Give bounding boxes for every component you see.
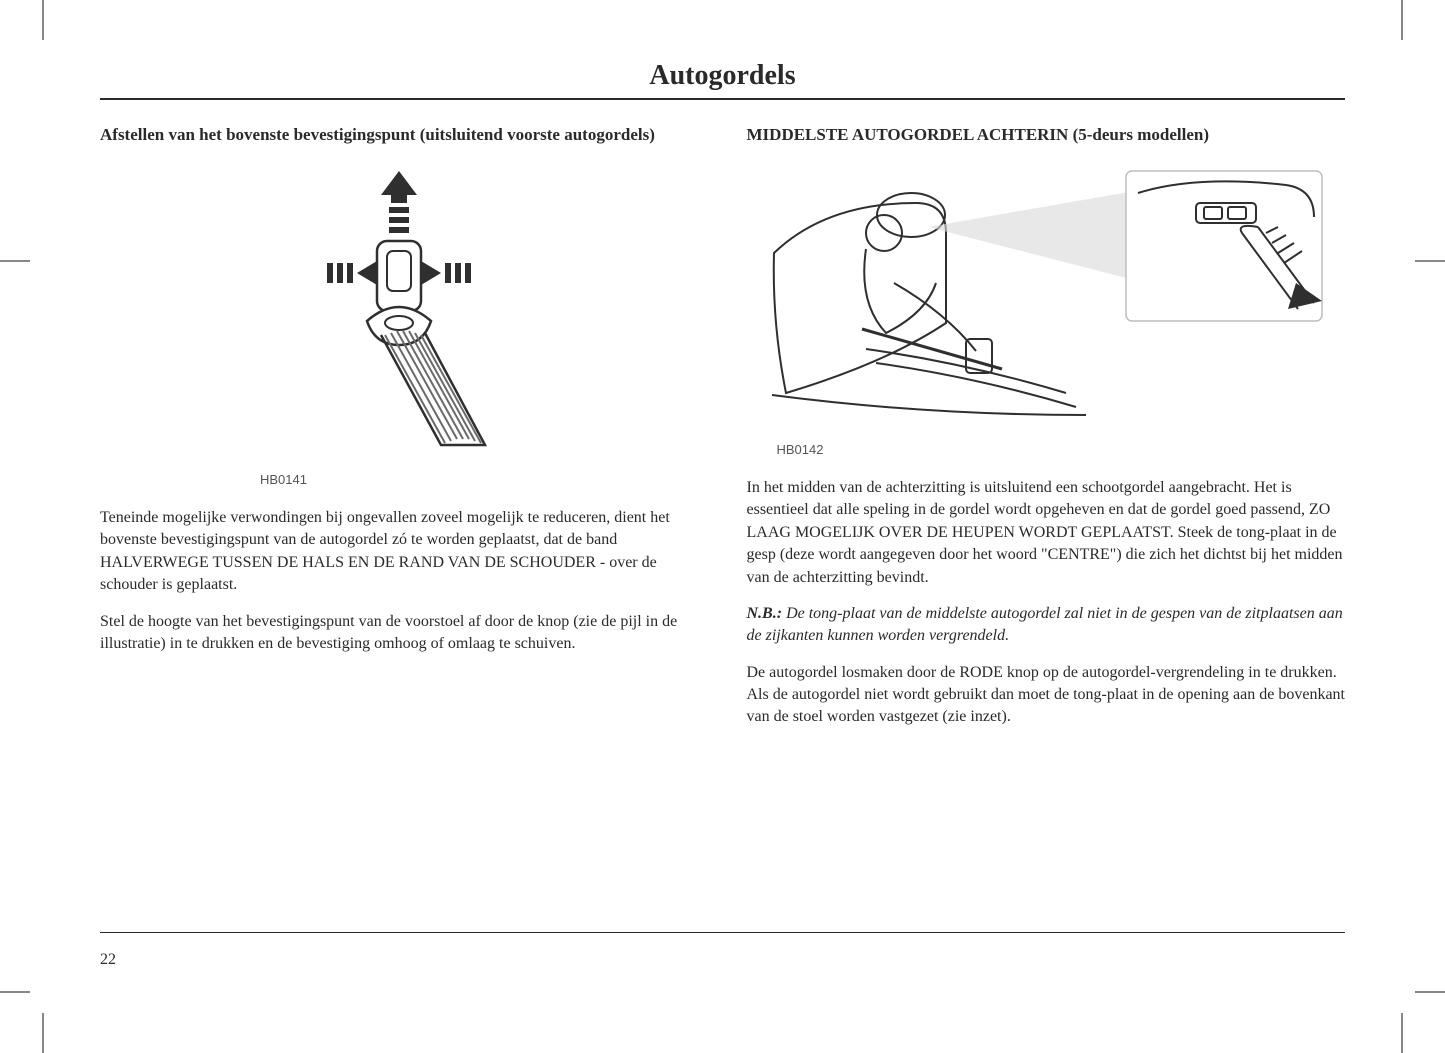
right-subhead: MIDDELSTE AUTOGORDEL ACHTERIN (5-deurs m… xyxy=(747,124,1346,147)
crop-mark xyxy=(1415,991,1445,993)
bottom-rule xyxy=(100,932,1345,933)
figure-caption: HB0142 xyxy=(777,442,1346,457)
left-subhead: Afstellen van het bovenste bevestigingsp… xyxy=(100,124,699,147)
right-para-3: De autogordel losmaken door de RODE knop… xyxy=(747,662,1346,729)
crop-mark xyxy=(42,1013,44,1053)
page: Autogordels Afstellen van het bovenste b… xyxy=(100,60,1345,993)
page-number: 22 xyxy=(100,951,116,969)
belt-adjuster-illustration xyxy=(249,163,549,463)
left-para-1: Teneinde mogelijke verwondingen bij onge… xyxy=(100,507,699,597)
columns: Afstellen van het bovenste bevestigingsp… xyxy=(100,124,1345,743)
rear-lapbelt-illustration xyxy=(766,163,1326,433)
crop-mark xyxy=(1401,0,1403,40)
nb-label: N.B.: xyxy=(747,605,783,622)
crop-mark xyxy=(1415,260,1445,262)
nb-body: De tong-plaat van de middelste autogorde… xyxy=(747,605,1343,644)
crop-mark xyxy=(0,991,30,993)
figure-caption: HB0141 xyxy=(260,472,699,487)
right-column: MIDDELSTE AUTOGORDEL ACHTERIN (5-deurs m… xyxy=(747,124,1346,743)
figure-hb0141: HB0141 xyxy=(100,163,699,487)
right-para-1: In het midden van de achterzitting is ui… xyxy=(747,477,1346,589)
figure-hb0142: HB0142 xyxy=(747,163,1346,457)
left-column: Afstellen van het bovenste bevestigingsp… xyxy=(100,124,699,743)
page-title: Autogordels xyxy=(100,60,1345,100)
crop-mark xyxy=(42,0,44,40)
right-nb: N.B.: De tong-plaat van de middelste aut… xyxy=(747,603,1346,648)
left-para-2: Stel de hoogte van het bevestigingspunt … xyxy=(100,611,699,656)
crop-mark xyxy=(1401,1013,1403,1053)
crop-mark xyxy=(0,260,30,262)
